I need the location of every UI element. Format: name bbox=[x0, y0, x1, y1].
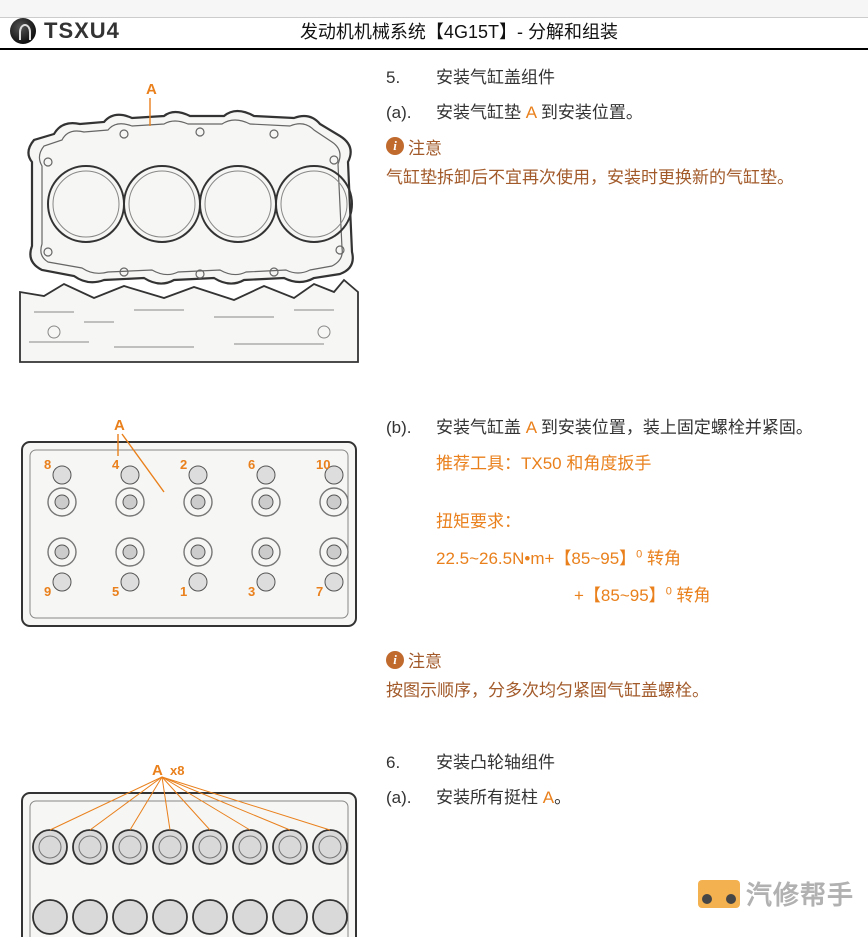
figure-gasket: A bbox=[14, 62, 364, 372]
notice-1-body: 气缸垫拆卸后不宜再次使用，安装时更换新的气缸垫。 bbox=[386, 163, 854, 194]
step-6-title: 安装凸轮轴组件 bbox=[436, 749, 854, 778]
ref-a: A bbox=[526, 103, 536, 122]
svg-text:3: 3 bbox=[248, 584, 255, 599]
notice-2-head: i 注意 bbox=[386, 647, 854, 672]
svg-text:6: 6 bbox=[248, 457, 255, 472]
watermark-text: 汽修帮手 bbox=[746, 875, 854, 912]
step-6a-body: 安装所有挺柱 A。 bbox=[436, 784, 854, 813]
step-6a-num: (a). bbox=[386, 784, 436, 813]
info-icon: i bbox=[386, 651, 404, 669]
info-icon: i bbox=[386, 137, 404, 155]
step-5b-row: A 8 4 2 6 10 9 5 1 3 7 (b). 安装气缸盖 A 到安装位置，装上固定螺栓并… bbox=[14, 412, 854, 707]
ref-a: A bbox=[543, 788, 554, 807]
page-header: TSXU4 发动机机械系统【4G15T】- 分解和组装 bbox=[0, 18, 868, 50]
window-chrome-top bbox=[0, 0, 868, 18]
figure-head: A 8 4 2 6 10 9 5 1 3 7 bbox=[14, 412, 364, 652]
figure-tappets: A x8 bbox=[14, 747, 364, 937]
step-6-num: 6. bbox=[386, 749, 436, 778]
svg-text:2: 2 bbox=[180, 457, 187, 472]
page-title: 发动机机械系统【4G15T】- 分解和组装 bbox=[120, 18, 858, 44]
brand-logo-icon bbox=[10, 18, 36, 44]
svg-text:8: 8 bbox=[44, 457, 51, 472]
notice-1-head: i 注意 bbox=[386, 134, 854, 159]
step-5-text: 5. 安装气缸盖组件 (a). 安装气缸垫 A 到安装位置。 i 注意 气缸垫拆… bbox=[386, 62, 854, 193]
torque-label: 扭矩要求： bbox=[436, 507, 854, 538]
notice-2-body: 按图示顺序，分多次均匀紧固气缸盖螺栓。 bbox=[386, 676, 854, 707]
svg-text:5: 5 bbox=[112, 584, 119, 599]
torque-line-2: +【85~95】0 转角 bbox=[436, 581, 854, 612]
fig1-label-a: A bbox=[146, 81, 157, 98]
step-5a-row: A 5. 安装气缸盖组件 (a). 安装气缸垫 A 到安装位置。 i 注意 气缸… bbox=[14, 62, 854, 372]
fig3-mult: x8 bbox=[170, 763, 184, 778]
step-5a-body: 安装气缸垫 A 到安装位置。 bbox=[436, 99, 854, 128]
step-5-num: 5. bbox=[386, 64, 436, 93]
step-5a-num: (a). bbox=[386, 99, 436, 128]
watermark: 汽修帮手 bbox=[698, 875, 854, 912]
document-body: A 5. 安装气缸盖组件 (a). 安装气缸垫 A 到安装位置。 i 注意 气缸… bbox=[0, 50, 868, 937]
fig2-label-a: A bbox=[114, 417, 125, 434]
tool-line: 推荐工具：TX50 和角度扳手 bbox=[436, 449, 854, 480]
svg-text:1: 1 bbox=[180, 584, 187, 599]
step-5b-num: (b). bbox=[386, 414, 436, 443]
brand-text: TSXU4 bbox=[44, 18, 120, 44]
step-5b-body: 安装气缸盖 A 到安装位置，装上固定螺栓并紧固。 bbox=[436, 414, 854, 443]
watermark-car-icon bbox=[698, 880, 740, 908]
svg-text:7: 7 bbox=[316, 584, 323, 599]
svg-text:9: 9 bbox=[44, 584, 51, 599]
ref-a: A bbox=[526, 418, 536, 437]
torque-line-1: 22.5~26.5N•m+【85~95】0 转角 bbox=[436, 544, 854, 575]
step-5-title: 安装气缸盖组件 bbox=[436, 64, 854, 93]
svg-text:4: 4 bbox=[112, 457, 120, 472]
fig3-label-a: A bbox=[152, 762, 163, 779]
step-6-text: 6. 安装凸轮轴组件 (a). 安装所有挺柱 A。 bbox=[386, 747, 854, 819]
step-5b-text: (b). 安装气缸盖 A 到安装位置，装上固定螺栓并紧固。 推荐工具：TX50 … bbox=[386, 412, 854, 707]
svg-text:10: 10 bbox=[316, 457, 330, 472]
